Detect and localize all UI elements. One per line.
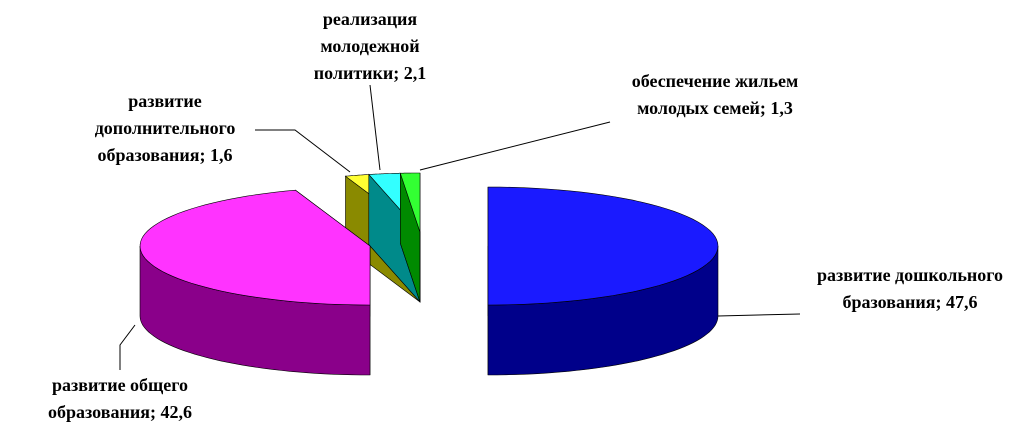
leader-line: [119, 324, 136, 370]
label-value: 2,1: [403, 63, 427, 83]
label-value: 47,6: [945, 292, 978, 312]
leader-line: [419, 121, 611, 171]
label-category: обеспечение жильем молодых семей;: [631, 71, 799, 118]
pie-slice: [399, 172, 421, 233]
data-label: развитие дошкольного бразования; 47,6: [800, 262, 1014, 316]
leader-line: [369, 84, 381, 171]
label-value: 42,6: [160, 402, 192, 422]
label-value: 1,3: [770, 98, 793, 118]
label-category: развитие общего образования;: [48, 375, 188, 422]
data-label: развитие общего образования; 42,6: [0, 372, 240, 426]
label-category: развитие дополнительного образования;: [94, 91, 236, 165]
data-label: обеспечение жильем молодых семей; 1,3: [600, 68, 830, 122]
label-value: 1,6: [209, 145, 233, 165]
data-label: реализация молодежной политики; 2,1: [280, 6, 460, 87]
label-category: развитие дошкольного бразования;: [817, 265, 1003, 312]
pie-slice: [487, 186, 719, 306]
leader-line: [717, 313, 801, 317]
pie-slice: [139, 189, 371, 306]
label-category: реализация молодежной политики;: [313, 9, 420, 83]
data-label: развитие дополнительного образования; 1,…: [60, 88, 270, 169]
leader-line: [255, 129, 351, 173]
